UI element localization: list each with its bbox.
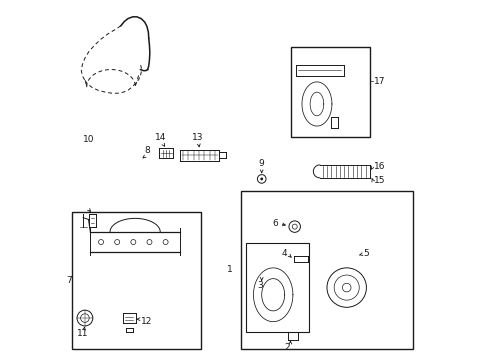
Text: 16: 16: [373, 162, 385, 171]
Text: 5: 5: [362, 249, 368, 258]
Text: 12: 12: [140, 317, 152, 326]
Text: 11: 11: [77, 329, 88, 338]
Bar: [241, 191, 412, 348]
Text: 9: 9: [258, 159, 264, 168]
Text: 15: 15: [373, 176, 385, 185]
Text: 2: 2: [284, 343, 290, 352]
Circle shape: [260, 177, 263, 180]
Text: 17: 17: [373, 77, 385, 86]
Text: 7: 7: [66, 276, 72, 285]
Text: 4: 4: [281, 249, 287, 258]
Text: 1: 1: [227, 265, 233, 274]
Text: 3: 3: [257, 281, 263, 290]
Text: 8: 8: [144, 146, 150, 155]
Text: 10: 10: [82, 135, 94, 144]
Bar: [246, 243, 308, 332]
Bar: [72, 212, 201, 348]
Text: 14: 14: [155, 133, 166, 142]
Text: 6: 6: [272, 219, 278, 228]
Text: 13: 13: [192, 132, 203, 141]
Bar: [290, 47, 369, 137]
